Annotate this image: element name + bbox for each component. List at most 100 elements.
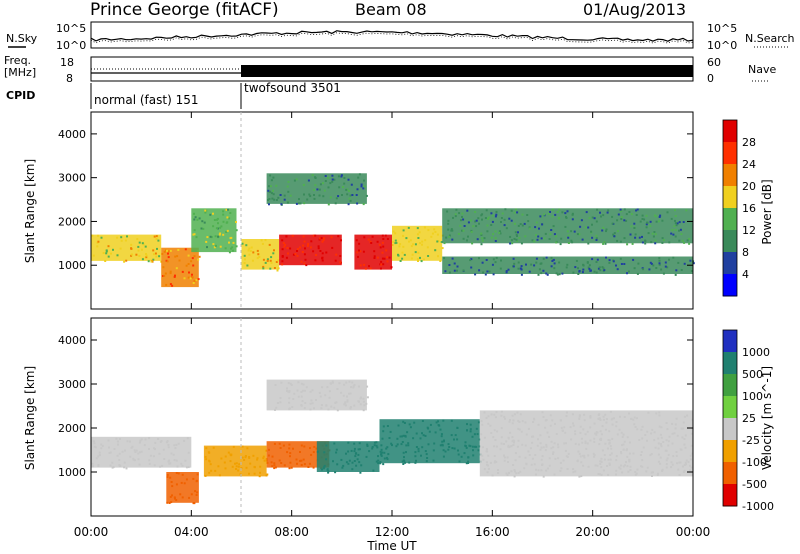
velocity-speckle: [331, 380, 334, 383]
power-speckle: [635, 214, 638, 216]
noise-ytick-bottom: 10^0: [56, 39, 86, 52]
velocity-speckle: [483, 436, 486, 439]
velocity-speckle: [279, 397, 282, 400]
velocity-speckle: [209, 463, 212, 466]
power-speckle: [294, 253, 297, 255]
power-speckle: [350, 183, 353, 186]
velocity-speckle: [525, 463, 528, 466]
velocity-speckle: [344, 402, 347, 405]
power-speckle: [300, 260, 303, 263]
velocity-speckle: [623, 416, 626, 418]
velocity-speckle: [169, 495, 172, 498]
velocity-speckle: [650, 432, 653, 435]
velocity-speckle: [271, 455, 274, 458]
power-speckle: [417, 237, 420, 239]
power-speckle: [661, 219, 664, 222]
power-speckle: [556, 273, 559, 276]
power-speckle: [645, 226, 648, 229]
velocity-speckle: [608, 463, 611, 466]
velocity-speckle: [321, 386, 324, 389]
velocity-speckle: [425, 460, 428, 463]
velocity-speckle: [549, 424, 552, 427]
velocity-speckle: [500, 414, 503, 417]
power-speckle: [171, 284, 174, 287]
velocity-speckle: [186, 437, 189, 440]
power-speckle: [461, 215, 463, 218]
power-speckle: [277, 259, 280, 262]
power-speckle: [302, 235, 305, 238]
power-speckle: [470, 219, 473, 222]
power-speckle: [461, 229, 463, 232]
velocity-speckle: [513, 475, 516, 478]
power-speckle: [513, 237, 516, 240]
power-speckle: [437, 255, 439, 258]
velocity-speckle: [596, 431, 599, 434]
velocity-speckle: [665, 439, 668, 442]
velocity-speckle: [620, 464, 623, 467]
velocity-speckle: [413, 421, 416, 424]
power-speckle: [272, 176, 275, 179]
power-speckle: [188, 271, 190, 274]
power-speckle: [222, 233, 225, 236]
power-speckle: [287, 190, 290, 193]
velocity-speckle: [326, 468, 329, 471]
velocity-speckle: [355, 464, 358, 467]
power-speckle: [674, 273, 677, 276]
velocity-speckle: [607, 439, 610, 441]
power-speckle: [267, 199, 269, 201]
power-speckle: [292, 253, 295, 256]
power-speckle: [228, 241, 230, 244]
velocity-speckle: [168, 502, 171, 504]
power-speckle: [556, 211, 559, 213]
velocity-speckle: [170, 501, 173, 504]
power-speckle: [381, 257, 384, 260]
velocity-speckle: [620, 431, 623, 434]
velocity-speckle: [487, 467, 490, 470]
velocity-speckle: [406, 431, 409, 434]
velocity-speckle: [678, 461, 681, 464]
power-speckle: [518, 237, 521, 239]
power-speckle: [570, 239, 573, 242]
velocity-speckle: [689, 458, 692, 461]
power-speckle: [513, 222, 516, 225]
velocity-speckle: [660, 436, 663, 439]
velocity-speckle: [628, 460, 631, 463]
power-speckle: [606, 211, 609, 214]
power-speckle: [565, 216, 568, 219]
velocity-speckle: [401, 441, 404, 443]
xtick-label: 16:00: [475, 525, 510, 539]
power-speckle: [670, 232, 673, 235]
velocity-speckle: [362, 397, 365, 400]
power-speckle: [355, 194, 358, 196]
velocity-speckle: [666, 457, 669, 460]
velocity-speckle: [491, 474, 494, 477]
power-speckle: [349, 194, 352, 197]
velocity-speckle: [111, 461, 114, 464]
ytick-label: 2000: [58, 422, 86, 435]
power-speckle: [512, 265, 515, 268]
velocity-speckle: [634, 426, 637, 428]
velocity-speckle: [232, 445, 235, 448]
velocity-speckle: [662, 441, 665, 443]
power-speckle: [545, 256, 548, 259]
power-speckle: [214, 235, 217, 238]
velocity-speckle: [483, 411, 486, 414]
power-speckle: [498, 230, 501, 233]
power-speckle: [629, 233, 632, 236]
power-speckle: [644, 240, 647, 243]
velocity-speckle: [289, 455, 291, 458]
power-speckle: [270, 256, 273, 259]
velocity-speckle: [322, 467, 325, 470]
velocity-speckle: [672, 455, 675, 458]
power-speckle: [480, 234, 483, 236]
power-speckle: [678, 239, 681, 242]
power-speckle: [192, 282, 195, 284]
velocity-speckle: [618, 466, 621, 469]
power-speckle: [362, 250, 365, 253]
power-speckle: [658, 262, 661, 265]
velocity-speckle: [577, 443, 580, 446]
velocity-speckle: [690, 432, 693, 435]
power-speckle: [358, 249, 360, 252]
velocity-speckle: [683, 438, 686, 440]
